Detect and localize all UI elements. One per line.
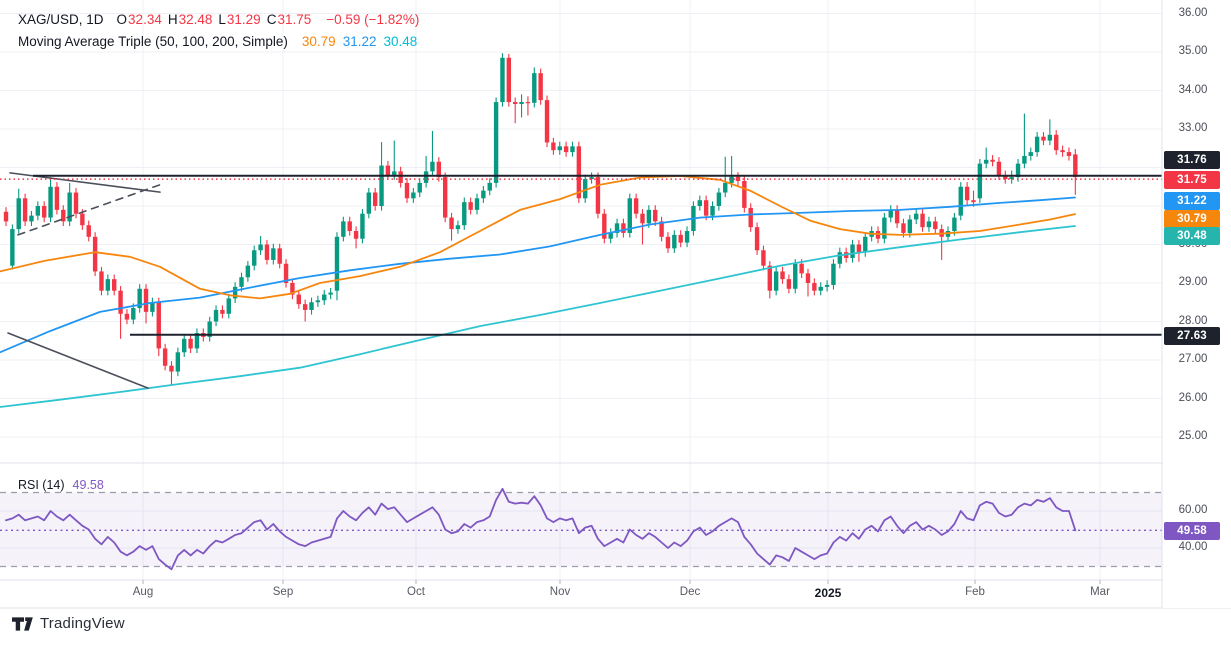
- tradingview-logo[interactable]: TradingView: [12, 615, 125, 632]
- price-tick-label: 28.00: [1178, 314, 1208, 327]
- time-axis-label: 2025: [814, 586, 842, 600]
- ma-value: 30.48: [383, 33, 418, 49]
- ohlc-value: 31.29: [226, 11, 261, 27]
- price-tick-label: 27.00: [1178, 353, 1208, 365]
- ma200-line: [0, 225, 1076, 408]
- ma100-line: [0, 196, 1076, 354]
- change-value: −0.59 (−1.82%): [326, 11, 420, 27]
- time-axis-label: Dec: [679, 586, 701, 598]
- ohlc-value: 32.48: [178, 11, 213, 27]
- tradingview-logo-icon: [12, 616, 33, 631]
- chart-legend: XAG/USD, 1D O32.34 H32.48 L31.29 C31.75 −0.…: [18, 8, 419, 52]
- time-axis-label: Nov: [549, 586, 571, 598]
- price-badge: 31.22: [1164, 192, 1220, 210]
- indicator-title[interactable]: Moving Average Triple (50, 100, 200, Sim…: [18, 33, 288, 49]
- ohlc-label: H: [167, 11, 178, 27]
- separators-layer: [0, 0, 1231, 609]
- ohlc-label: O: [116, 11, 128, 27]
- candles-layer: [3, 53, 1078, 386]
- time-axis-label: Oct: [407, 586, 425, 598]
- ohlc-value: 32.34: [128, 11, 162, 27]
- price-badge: 31.75: [1164, 171, 1220, 189]
- horizontal-lines-layer: [33, 174, 1162, 336]
- rsi-line: [5, 487, 1077, 571]
- price-badge: 49.58: [1164, 522, 1220, 540]
- ohlc-label: L: [218, 11, 226, 27]
- rsi-value: 49.58: [72, 478, 104, 492]
- price-tick-label: 25.00: [1178, 430, 1208, 442]
- time-axis[interactable]: Aug Sep Oct Nov Dec 2025 Feb Mar: [0, 580, 1162, 608]
- price-tick-label: 34.00: [1178, 83, 1208, 96]
- ohlc-label: C: [266, 11, 277, 27]
- time-axis-label: Mar: [1090, 586, 1110, 598]
- price-tick-label: 35.00: [1178, 45, 1208, 57]
- ma-values: 30.79 31.22 30.48: [295, 34, 417, 49]
- time-axis-label: Feb: [965, 586, 985, 598]
- rsi-legend-row[interactable]: RSI (14) 49.58: [18, 478, 104, 492]
- time-axis-label: Aug: [132, 586, 154, 598]
- price-badge: 30.48: [1164, 227, 1220, 245]
- rsi-band: [0, 491, 1162, 568]
- rsi-tick-label: 60.00: [1178, 504, 1208, 516]
- price-badge: 31.76: [1164, 151, 1220, 169]
- price-tick-label: 36.00: [1178, 6, 1208, 19]
- legend-symbol-row[interactable]: XAG/USD, 1D O32.34 H32.48 L31.29 C31.75 −0.…: [18, 8, 419, 30]
- trendlines-layer: [7, 172, 163, 389]
- price-tick-label: 26.00: [1178, 391, 1208, 404]
- ohlc-value: 31.75: [277, 11, 312, 27]
- rsi-title[interactable]: RSI (14): [18, 478, 65, 492]
- time-axis-label: Sep: [272, 586, 294, 598]
- ma50-line: [0, 175, 1076, 300]
- symbol-title[interactable]: XAG/USD, 1D: [18, 11, 104, 27]
- price-tick-label: 33.00: [1178, 122, 1208, 134]
- price-badge: 30.79: [1164, 210, 1220, 228]
- price-tick-label: 29.00: [1178, 276, 1208, 288]
- rsi-tick-label: 40.00: [1178, 541, 1208, 553]
- ohlc-values: O32.34 H32.48 L31.29 C31.75: [111, 12, 312, 27]
- tradingview-logo-text: TradingView: [40, 615, 125, 632]
- ma-value: 31.22: [342, 33, 377, 49]
- ma-value: 30.79: [301, 33, 336, 49]
- legend-indicator-row[interactable]: Moving Average Triple (50, 100, 200, Sim…: [18, 30, 419, 52]
- price-badge: 27.63: [1164, 327, 1220, 345]
- price-axis[interactable]: 36.0035.0034.0033.0030.0029.0028.0027.00…: [1163, 0, 1231, 608]
- grid-layer: [0, 0, 1162, 580]
